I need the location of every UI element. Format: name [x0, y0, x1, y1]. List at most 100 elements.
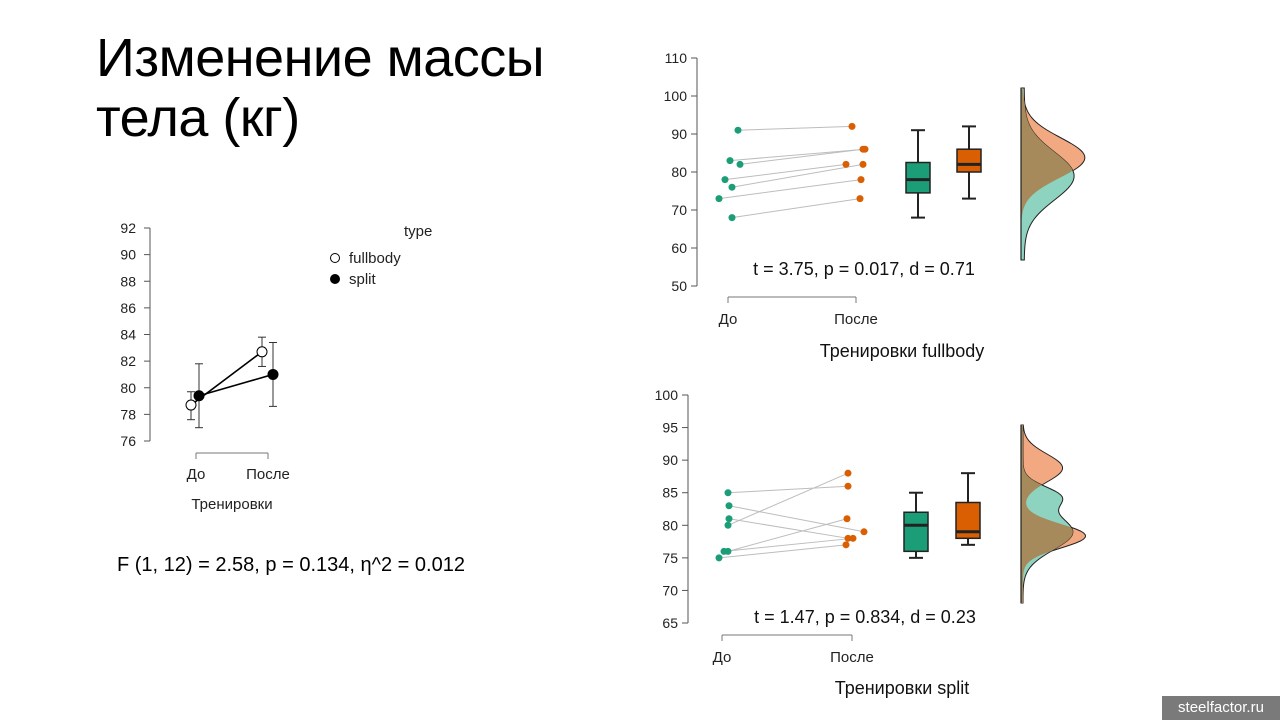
fullbody-y-tick-label: 90: [671, 126, 687, 142]
fullbody-x-tick-label: До: [719, 311, 738, 328]
fullbody-y-tick-label: 110: [665, 50, 688, 66]
split-pair-line: [728, 518, 849, 539]
fullbody-pair-line: [731, 198, 861, 219]
split-y-tick-label: 70: [662, 582, 678, 598]
point-split: [193, 390, 205, 402]
x-tick-label: До: [187, 466, 206, 483]
split-point-before: [724, 521, 732, 529]
fullbody-point-after: [859, 160, 867, 168]
split-density-before: [1020, 424, 1074, 604]
split-point-before: [715, 554, 723, 562]
fullbody-point-after: [857, 176, 865, 184]
split-plot-area: 65 70 75 80 85 90 95 100 До После Тренировки split…: [655, 387, 1086, 698]
fullbody-y-tick-label: 70: [671, 202, 687, 218]
split-point-after: [842, 541, 850, 549]
split-point-after: [844, 534, 852, 542]
series-group: [185, 336, 279, 429]
fullbody-point-before: [736, 160, 744, 168]
point-fullbody: [185, 399, 197, 411]
split-y-tick-label: 100: [655, 387, 679, 403]
split-point-after: [844, 469, 852, 477]
y-tick-label: 76: [120, 433, 136, 449]
title-line-2: тела (кг): [96, 88, 300, 148]
fullbody-x-tick-label: После: [834, 311, 878, 328]
split-pair-line: [727, 472, 849, 526]
fullbody-point-before: [721, 176, 729, 184]
y-tick-label: 88: [120, 273, 136, 289]
fullbody-point-before: [715, 195, 723, 203]
split-pair-line: [727, 485, 849, 494]
fullbody-point-before: [726, 157, 734, 165]
fullbody-box-after: [956, 148, 982, 173]
fullbody-pair-line: [737, 125, 853, 131]
fullbody-point-after: [859, 145, 867, 153]
split-point-before: [724, 489, 732, 497]
x-tick-label: После: [246, 466, 290, 483]
split-box-before: [903, 511, 929, 553]
split-density-overlap: [1021, 425, 1073, 603]
y-tick-label: 82: [120, 353, 136, 369]
split-point-before: [725, 515, 733, 523]
split-x-tick-label: После: [830, 649, 874, 666]
slide-title: Изменение массы тела (кг): [96, 28, 545, 148]
fullbody-pair-line: [739, 148, 864, 165]
legend-label-split: split: [349, 271, 377, 288]
fullbody-pair-line: [731, 163, 864, 188]
fullbody-point-after: [848, 122, 856, 130]
fullbody-pair-line: [724, 163, 847, 181]
watermark: steelfactor.ru: [1162, 696, 1280, 720]
fullbody-point-after: [856, 195, 864, 203]
split-point-after: [844, 482, 852, 490]
split-y-tick-label: 90: [662, 452, 678, 468]
fullbody-point-before: [728, 214, 736, 222]
split-y-tick-label: 75: [662, 550, 678, 566]
fullbody-point-after: [842, 160, 850, 168]
title-line-1: Изменение массы: [96, 28, 545, 88]
split-stats-annotation: t = 1.47, p = 0.834, d = 0.23: [754, 607, 976, 627]
x-axis-title: Тренировки: [191, 496, 272, 513]
y-tick-label: 86: [120, 300, 136, 316]
series-line-split: [198, 373, 274, 397]
y-tick-label: 84: [120, 327, 136, 343]
legend-title: type: [404, 223, 432, 240]
fullbody-y-tick-label: 60: [671, 240, 687, 256]
fullbody-pair-line: [718, 179, 862, 200]
y-axis: 76 78 80 82 84 86 88 90 92: [120, 220, 151, 449]
fullbody-box-before: [905, 161, 931, 194]
fullbody-pair-line: [729, 148, 866, 162]
fullbody-plot-area: 50 60 70 80 90 100 110 До После Тренировки fullbo…: [664, 50, 1086, 361]
fullbody-stats-annotation: t = 3.75, p = 0.017, d = 0.71: [753, 259, 975, 279]
legend-marker-split: [330, 274, 340, 284]
y-tick-label: 90: [120, 247, 136, 263]
fullbody-y-tick-label: 100: [664, 88, 688, 104]
y-tick-label: 92: [120, 220, 136, 236]
split-point-before: [725, 502, 733, 510]
point-split: [267, 368, 279, 380]
split-y-tick-label: 85: [662, 485, 678, 501]
split-y-tick-label: 95: [662, 420, 678, 436]
split-chart-title: Тренировки split: [835, 678, 970, 698]
split-point-after: [860, 528, 868, 536]
split-point-after: [843, 515, 851, 523]
fullbody-y-tick-label: 80: [671, 164, 687, 180]
point-fullbody: [256, 346, 268, 358]
split-point-before: [724, 547, 732, 555]
y-tick-label: 78: [120, 406, 136, 422]
split-y-tick-label: 80: [662, 517, 678, 533]
y-tick-label: 80: [120, 380, 136, 396]
legend-label-fullbody: fullbody: [349, 250, 401, 267]
fullbody-point-before: [728, 183, 736, 191]
split-point-after: [849, 534, 857, 542]
split-pair-line: [728, 505, 865, 533]
fullbody-density-overlap: [1021, 88, 1073, 260]
split-pair-line: [723, 537, 854, 552]
split-y-tick-label: 65: [662, 615, 678, 631]
legend-marker-fullbody: [330, 253, 340, 263]
x-axis: До После Тренировки: [187, 452, 290, 513]
split-x-tick-label: До: [713, 649, 732, 666]
anova-result: F (1, 12) = 2.58, p = 0.134, η^2 = 0.012: [117, 554, 465, 576]
